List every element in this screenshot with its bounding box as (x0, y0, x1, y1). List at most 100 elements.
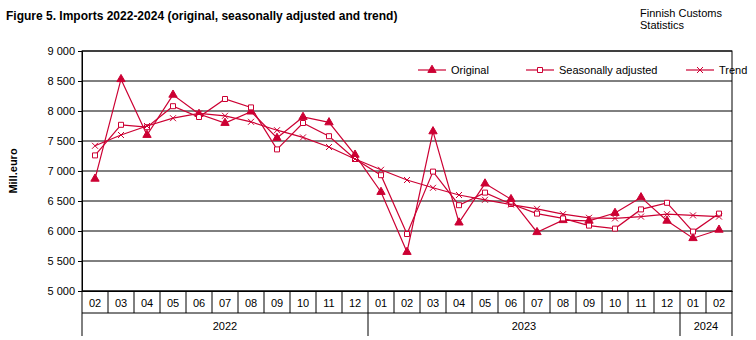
y-tick: 6 500 (47, 195, 82, 207)
x-tick-label: 03 (427, 297, 439, 309)
x-tick-label: 06 (505, 297, 517, 309)
series-marker (325, 118, 333, 125)
series-marker (143, 130, 151, 137)
series-marker (639, 207, 644, 212)
series-marker (587, 223, 592, 228)
y-tick-mark (78, 141, 82, 142)
category-separator (342, 291, 343, 313)
legend-label: Original (451, 64, 489, 76)
category-separator (264, 291, 265, 313)
x-tick-label: 01 (375, 297, 387, 309)
y-tick-mark (78, 111, 82, 112)
series-marker (430, 185, 436, 191)
x-tick-label: 02 (713, 297, 725, 309)
legend: OriginalSeasonally adjustedTrend (418, 64, 747, 76)
series-marker (378, 167, 384, 173)
x-tick: 05 (479, 291, 491, 309)
y-tick-mark (78, 261, 82, 262)
x-tick: 08 (245, 291, 257, 309)
category-separator (394, 291, 395, 313)
chart: Figure 5. Imports 2022-2024 (original, s… (0, 0, 756, 340)
series-marker (665, 200, 670, 205)
series-marker (379, 173, 384, 178)
series-marker (327, 134, 332, 139)
x-tick: 02 (713, 291, 725, 309)
grid-line (82, 81, 732, 82)
series-marker (715, 225, 723, 232)
x-tick-label: 09 (583, 297, 595, 309)
x-tick-label: 12 (349, 297, 361, 309)
y-tick: 5 000 (47, 285, 82, 297)
x-tick-label: 03 (115, 297, 127, 309)
x-tick: 09 (271, 291, 283, 309)
x-tick-label: 02 (89, 297, 101, 309)
x-tick-label: 11 (323, 297, 334, 309)
category-separator (576, 291, 577, 313)
y-axis-line (78, 52, 83, 292)
series-marker (223, 97, 228, 102)
series-marker (611, 208, 619, 215)
y-tick-label: 6 500 (47, 195, 75, 207)
x-tick-label: 01 (687, 297, 699, 309)
y-tick-label: 6 000 (47, 225, 75, 237)
plot-area (91, 74, 723, 254)
y-tick: 5 500 (47, 255, 82, 267)
series-marker (169, 90, 177, 97)
category-separator (316, 291, 317, 313)
x-tick: 06 (505, 291, 517, 309)
x-tick: 09 (583, 291, 595, 309)
y-tick: 8 500 (47, 75, 82, 87)
series-marker (404, 177, 410, 183)
x-tick: 03 (427, 291, 439, 309)
series-marker (144, 123, 150, 129)
x-tick: 01 (375, 291, 387, 309)
x-tick: 07 (219, 291, 231, 309)
series-marker (117, 74, 125, 81)
series-marker (482, 197, 488, 203)
x-tick: 02 (89, 291, 101, 309)
y-tick-label: 9 000 (47, 45, 75, 57)
x-tick-label: 07 (531, 297, 543, 309)
title: Figure 5. Imports 2022-2024 (original, s… (6, 9, 397, 23)
legend-marker (697, 67, 703, 73)
y-tick-mark (78, 201, 82, 202)
grid-line (82, 261, 732, 262)
category-separator (160, 291, 161, 313)
x-tick-label: 02 (401, 297, 413, 309)
series-marker (613, 226, 618, 231)
legend-label: Trend (719, 64, 747, 76)
series-marker (249, 105, 254, 110)
grid-line (82, 141, 732, 142)
series-marker (119, 122, 124, 127)
x-tick: 04 (453, 291, 465, 309)
series-marker (431, 169, 436, 174)
category-separator (550, 291, 551, 313)
category-separator (706, 291, 707, 313)
series-marker (535, 211, 540, 216)
x-tick: 03 (115, 291, 127, 309)
y-tick-mark (78, 231, 82, 232)
series-marker (586, 215, 592, 221)
category-separator (420, 291, 421, 313)
x-tick: 12 (661, 291, 673, 309)
series-marker (483, 190, 488, 195)
category-separator (628, 291, 629, 313)
x-tick: 12 (349, 291, 361, 309)
y-tick-label: 7 000 (47, 165, 75, 177)
source: Statistics (640, 19, 685, 31)
year-label: 2024 (694, 320, 718, 332)
series-marker (612, 215, 618, 221)
series-marker (508, 202, 514, 208)
x-tick-label: 12 (661, 297, 673, 309)
series-marker (403, 247, 411, 254)
series-marker (92, 143, 98, 149)
x-tick-label: 08 (557, 297, 569, 309)
x-tick-label: 04 (141, 297, 153, 309)
series-marker (248, 119, 254, 125)
x-tick: 01 (687, 291, 699, 309)
x-tick: 08 (557, 291, 569, 309)
series-marker (353, 157, 358, 162)
y-tick-mark (78, 51, 82, 52)
x-tick-label: 07 (219, 297, 231, 309)
series-marker (457, 203, 462, 208)
